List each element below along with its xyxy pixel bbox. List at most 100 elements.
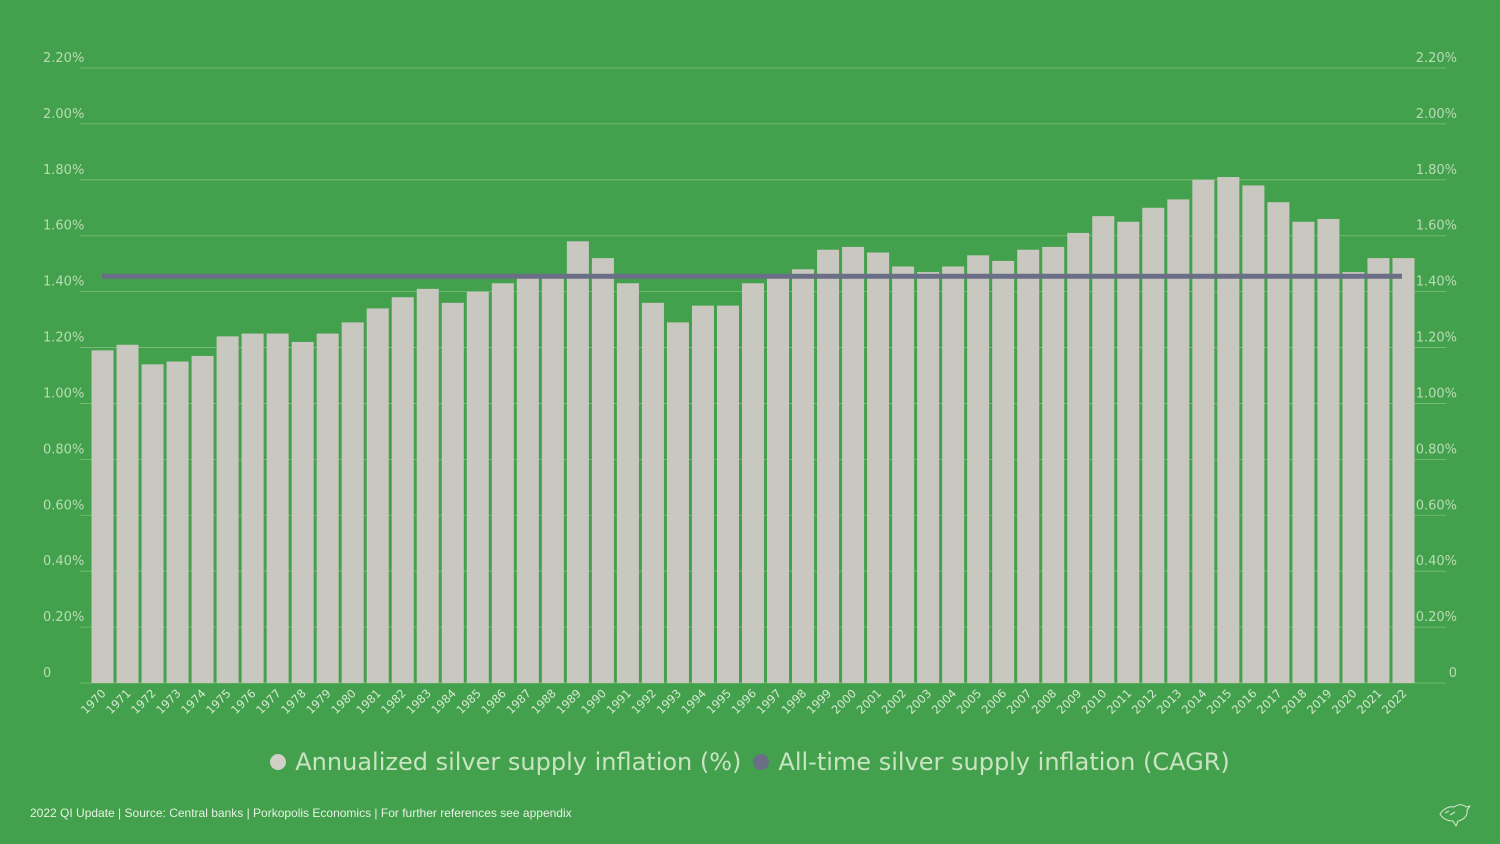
- y-tick-label-left: 0.20%: [43, 610, 84, 625]
- x-tick-label: 2005: [954, 686, 985, 717]
- x-tick-label: 1992: [628, 686, 659, 717]
- x-tick-label: 1973: [153, 686, 184, 717]
- x-tick-label: 2000: [829, 686, 860, 717]
- bar: [967, 255, 990, 683]
- x-tick-label: 1979: [303, 686, 334, 717]
- x-tick-label: 1998: [779, 686, 810, 717]
- y-tick-label-left: 0: [43, 666, 51, 681]
- bar: [266, 333, 289, 683]
- x-tick-label: 2018: [1279, 686, 1310, 717]
- bar: [166, 361, 189, 683]
- bar: [1067, 232, 1090, 683]
- bar: [141, 364, 164, 683]
- x-tick-label: 1995: [703, 686, 734, 717]
- x-tick-label: 2003: [904, 686, 935, 717]
- x-tick-label: 1993: [653, 686, 684, 717]
- bar: [616, 283, 639, 683]
- bar: [892, 266, 915, 683]
- x-tick-label: 2004: [929, 686, 960, 717]
- bar: [741, 283, 765, 683]
- bar: [1192, 179, 1215, 683]
- bar: [416, 288, 439, 683]
- x-tick-label: 1986: [478, 686, 509, 717]
- bar: [1292, 221, 1315, 683]
- y-tick-label-right: 1.40%: [1416, 275, 1457, 290]
- legend-item-line[interactable]: All-time silver supply inflation (CAGR): [753, 748, 1230, 776]
- x-tick-label: 2007: [1004, 686, 1035, 717]
- y-tick-label-right: 1.00%: [1416, 386, 1457, 401]
- y-tick-label-right: 0.80%: [1416, 442, 1457, 457]
- x-tick-label: 1977: [253, 686, 284, 717]
- y-tick-label-right: 0: [1449, 666, 1457, 681]
- bar: [191, 355, 214, 683]
- x-tick-label: 1981: [353, 686, 384, 717]
- bar: [116, 344, 139, 683]
- x-tick-label: 1999: [804, 686, 835, 717]
- legend-label-bars: Annualized silver supply inflation (%): [295, 748, 742, 776]
- footer-source: 2022 QI Update | Source: Central banks |…: [30, 806, 572, 820]
- x-tick-label: 2015: [1204, 686, 1235, 717]
- x-tick-label: 1972: [128, 686, 159, 717]
- x-tick-label: 2006: [979, 686, 1010, 717]
- x-tick-label: 1997: [754, 686, 785, 717]
- bar: [1167, 199, 1190, 684]
- bar: [641, 302, 664, 683]
- bar: [466, 291, 489, 683]
- y-tick-label-left: 1.60%: [43, 219, 84, 234]
- bar: [1117, 221, 1140, 683]
- bar: [1092, 216, 1115, 683]
- x-tick-label: 2014: [1179, 686, 1210, 717]
- y-tick-label-left: 1.80%: [43, 163, 84, 178]
- bar: [992, 260, 1015, 683]
- bar: [1392, 258, 1415, 683]
- bar: [1267, 202, 1290, 683]
- x-tick-label: 2009: [1054, 686, 1085, 717]
- bar: [216, 336, 239, 683]
- bar: [942, 266, 965, 683]
- x-tick-label: 1989: [553, 686, 584, 717]
- bar: [541, 274, 564, 683]
- x-tick-label: 1984: [428, 686, 459, 717]
- bar: [591, 258, 614, 683]
- bar: [291, 341, 314, 683]
- x-tick-label: 2002: [879, 686, 910, 717]
- x-tick-label: 1994: [678, 686, 709, 717]
- y-tick-label-left: 2.00%: [43, 107, 84, 122]
- x-tick-label: 1976: [228, 686, 259, 717]
- x-tick-label: 1980: [328, 686, 359, 717]
- x-tick-label: 2001: [854, 686, 885, 717]
- legend-label-line: All-time silver supply inflation (CAGR): [778, 748, 1230, 776]
- x-tick-label: 2017: [1254, 686, 1285, 717]
- bar: [1317, 218, 1340, 684]
- x-tick-label: 2020: [1329, 686, 1360, 717]
- bar: [241, 333, 264, 683]
- bar: [566, 241, 589, 683]
- y-tick-label-left: 0.60%: [43, 498, 84, 513]
- bar: [867, 252, 890, 683]
- x-tick-label: 2008: [1029, 686, 1060, 717]
- bar: [1242, 185, 1265, 683]
- bar: [491, 283, 514, 683]
- bar: [366, 308, 389, 683]
- x-tick-label: 1988: [528, 686, 559, 717]
- bar: [1342, 272, 1365, 683]
- y-tick-label-right: 1.80%: [1416, 163, 1457, 178]
- bar: [1017, 249, 1040, 684]
- x-tick-label: 1974: [178, 686, 209, 717]
- y-tick-label-right: 1.60%: [1416, 219, 1457, 234]
- legend: Annualized silver supply inflation (%) A…: [0, 748, 1500, 776]
- bar: [441, 302, 464, 683]
- x-tick-label: 1990: [578, 686, 609, 717]
- x-tick-label: 2012: [1129, 686, 1160, 717]
- chart: 0 0 0.20% 0.20% 0.40% 0.40% 0.60% 0.60% 0.80% 0.8…: [43, 51, 1457, 717]
- legend-swatch-line: [753, 754, 770, 770]
- x-tick-label: 1996: [729, 686, 760, 717]
- bar: [817, 249, 840, 684]
- x-tick-label: 1983: [403, 686, 434, 717]
- x-tick-label: 1982: [378, 686, 409, 717]
- y-tick-label-right: 2.20%: [1416, 51, 1457, 66]
- x-tick-label: 1991: [603, 686, 634, 717]
- y-tick-label-right: 1.20%: [1416, 331, 1457, 346]
- legend-item-bars[interactable]: Annualized silver supply inflation (%): [270, 748, 741, 776]
- y-tick-label-left: 1.20%: [43, 331, 84, 346]
